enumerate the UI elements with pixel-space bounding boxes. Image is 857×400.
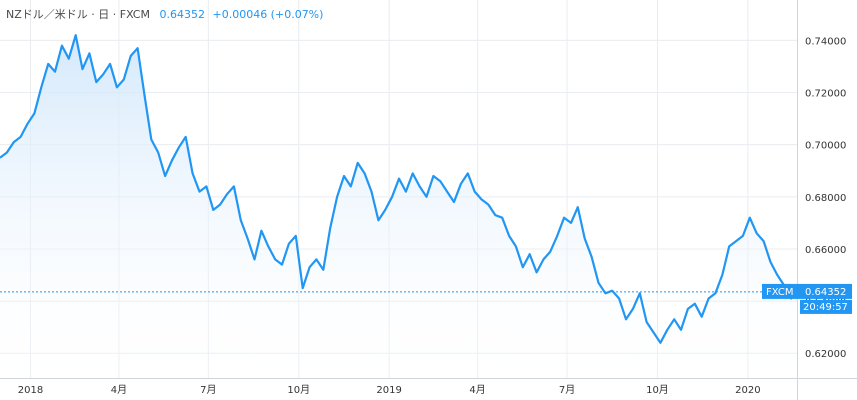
- time-tick-label: 10月: [646, 384, 669, 396]
- time-tick-label: 7月: [200, 384, 216, 396]
- price-badge-time: 20:49:57: [803, 302, 848, 313]
- price-badge: FXCM 0.64352 20:49:57: [762, 283, 852, 314]
- price-tick-label: 0.72000: [805, 89, 846, 100]
- time-tick-label: 2020: [735, 385, 760, 396]
- time-tick-label: 2019: [376, 385, 401, 396]
- price-tick-label: 0.62000: [805, 349, 846, 360]
- time-tick-label: 2018: [18, 385, 43, 396]
- time-tick-label: 4月: [111, 384, 127, 396]
- price-line: [0, 34, 798, 344]
- price-tick-label: 0.68000: [805, 193, 846, 204]
- price-badge-price: 0.64352: [805, 287, 846, 298]
- time-tick-label: 4月: [469, 384, 485, 396]
- time-tick-label: 7月: [559, 384, 575, 396]
- price-badge-source: FXCM: [766, 287, 794, 298]
- price-tick-label: 0.66000: [805, 245, 846, 256]
- price-change-label: +0.00046 (+0.07%): [212, 8, 324, 21]
- time-axis[interactable]: 2018 4月 7月 10月 2019 4月 7月 10月 2020: [18, 384, 761, 396]
- price-tick-label: 0.70000: [805, 141, 846, 152]
- symbol-label: NZドル／米ドル · 日 · FXCM: [6, 8, 150, 21]
- time-tick-label: 10月: [287, 384, 310, 396]
- price-tick-label: 0.74000: [805, 36, 846, 47]
- price-badge-time-box: [800, 299, 852, 314]
- last-price-label: 0.64352: [159, 8, 205, 21]
- chart-legend[interactable]: NZドル／米ドル · 日 · FXCM 0.64352 +0.00046 (+0…: [6, 6, 323, 22]
- price-area-fill: [0, 35, 797, 378]
- price-badge-box: [762, 283, 852, 299]
